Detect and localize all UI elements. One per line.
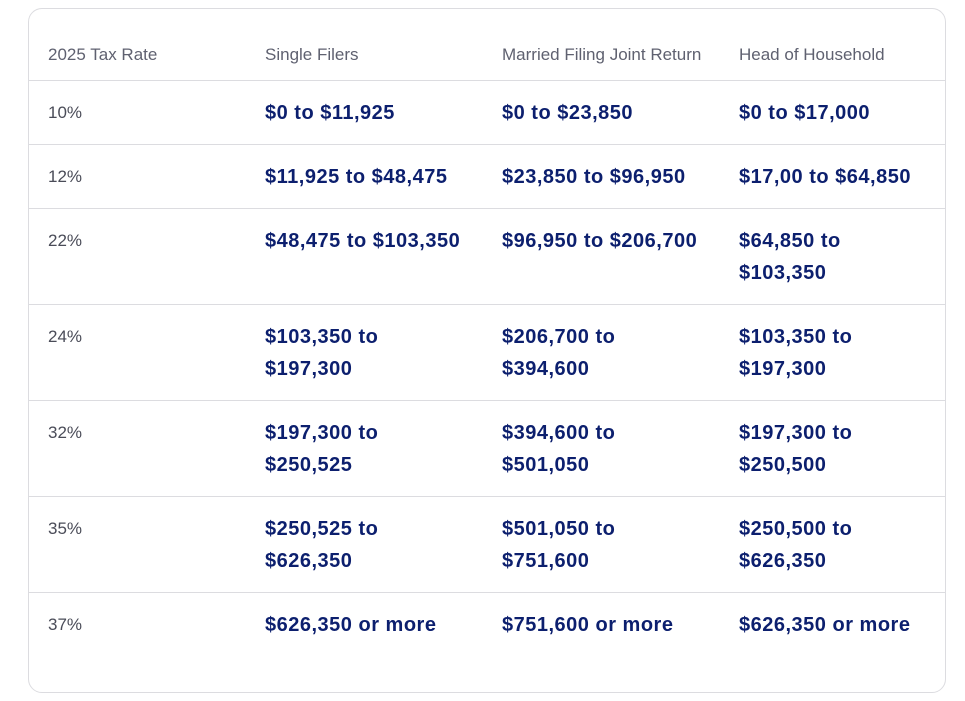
income-range: $250,500 to $626,350 — [739, 518, 853, 572]
income-range: $96,950 to $206,700 — [502, 230, 698, 252]
tax-rate: 22% — [48, 231, 83, 250]
header-row: 2025 Tax Rate Single Filers Married Filing… — [29, 9, 945, 81]
table-header: 2025 Tax Rate Single Filers Married Filing… — [29, 9, 945, 81]
table-row: 32% $197,300 to $250,525 $394,600 to $501,… — [29, 401, 945, 497]
income-range: $103,350 to $197,300 — [265, 326, 379, 380]
income-range: $626,350 or more — [739, 614, 911, 636]
column-header: Single Filers — [265, 45, 359, 64]
tax-rate: 12% — [48, 167, 83, 186]
tax-rate: 37% — [48, 615, 83, 634]
column-header: Head of Household — [739, 45, 885, 64]
column-header: 2025 Tax Rate — [48, 45, 158, 64]
income-range: $197,300 to $250,525 — [265, 422, 379, 476]
income-range: $23,850 to $96,950 — [502, 166, 686, 188]
income-range: $0 to $23,850 — [502, 102, 634, 124]
income-range: $394,600 to $501,050 — [502, 422, 616, 476]
income-range: $103,350 to $197,300 — [739, 326, 853, 380]
table-row: 10% $0 to $11,925 $0 to $23,850 $0 to $17,0… — [29, 81, 945, 145]
income-range: $626,350 or more — [265, 614, 437, 636]
table-row: 24% $103,350 to $197,300 $206,700 to $394,… — [29, 305, 945, 401]
income-range: $0 to $11,925 — [265, 102, 395, 124]
table-row: 35% $250,525 to $626,350 $501,050 to $751,… — [29, 497, 945, 593]
income-range: $206,700 to $394,600 — [502, 326, 616, 380]
income-range: $48,475 to $103,350 — [265, 230, 461, 252]
income-range: $0 to $17,000 — [739, 102, 871, 124]
table-row: 12% $11,925 to $48,475 $23,850 to $96,950 $… — [29, 145, 945, 209]
income-range: $501,050 to $751,600 — [502, 518, 616, 572]
income-range: $197,300 to $250,500 — [739, 422, 853, 476]
income-range: $250,525 to $626,350 — [265, 518, 379, 572]
income-range: $17,00 to $64,850 — [739, 166, 911, 188]
income-range: $64,850 to $103,350 — [739, 230, 841, 284]
table-row: 22% $48,475 to $103,350 $96,950 to $206,70… — [29, 209, 945, 305]
income-range: $751,600 or more — [502, 614, 674, 636]
column-header: Married Filing Joint Return — [502, 45, 702, 64]
table-card: 2025 Tax Rate Single Filers Married Filing… — [28, 8, 946, 693]
tax-rate: 24% — [48, 327, 83, 346]
tax-rate: 35% — [48, 519, 83, 538]
table-body: 10% $0 to $11,925 $0 to $23,850 $0 to $17,0… — [29, 81, 945, 657]
table-row: 37% $626,350 or more $751,600 or more $626,… — [29, 593, 945, 657]
tax-table: 2025 Tax Rate Single Filers Married Filing… — [29, 9, 945, 656]
tax-rate: 32% — [48, 423, 83, 442]
tax-rate: 10% — [48, 103, 83, 122]
income-range: $11,925 to $48,475 — [265, 166, 448, 188]
